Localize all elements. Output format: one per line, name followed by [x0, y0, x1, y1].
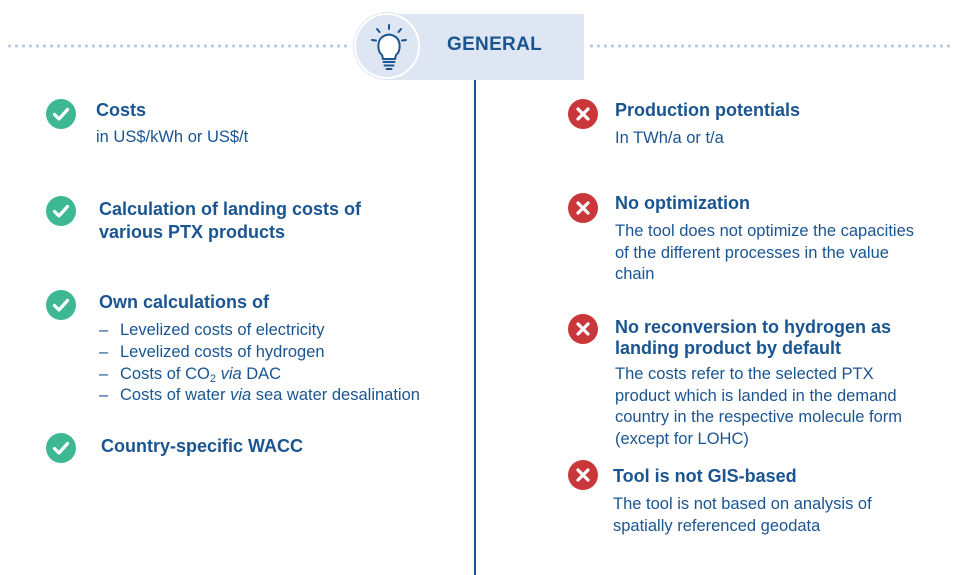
list-item: Costs of CO2 via DAC — [99, 364, 420, 386]
cross-icon — [568, 460, 598, 490]
list-item: Costs of water via sea water desalinatio… — [99, 385, 420, 407]
column-divider — [474, 80, 476, 575]
header-banner — [388, 14, 584, 80]
check-icon — [46, 99, 76, 129]
dotted-line-left — [6, 44, 351, 48]
production-body: In TWh/a or t/a — [615, 129, 724, 147]
check-icon — [46, 196, 76, 226]
reconversion-title: No reconversion to hydrogen as landing p… — [615, 317, 892, 358]
gis-body: The tool is not based on analysis of spa… — [613, 495, 872, 535]
header-title: GENERAL — [447, 34, 542, 55]
check-icon — [46, 433, 76, 463]
reconversion-body: The costs refer to the selected PTX prod… — [615, 365, 903, 448]
production-title: Production potentials — [615, 100, 801, 120]
costs-title: Costs — [96, 100, 147, 120]
optimization-title: No optimization — [615, 193, 750, 213]
cross-icon — [568, 193, 598, 223]
cross-icon — [568, 314, 598, 344]
optimization-body: The tool does not optimize the capacitie… — [615, 222, 915, 283]
wacc-title: Country-specific WACC — [101, 436, 304, 456]
header-icon-circle — [354, 13, 420, 79]
cross-icon — [568, 99, 598, 129]
list-item: Levelized costs of electricity — [99, 320, 420, 342]
lightbulb-icon — [371, 24, 407, 70]
list-item: Levelized costs of hydrogen — [99, 342, 420, 364]
gis-title: Tool is not GIS-based — [613, 466, 797, 486]
landing-costs-title: Calculation of landing costs of various … — [99, 199, 362, 242]
costs-body: in US$/kWh or US$/t — [96, 128, 249, 146]
own-calculations-list: Levelized costs of electricity Levelized… — [99, 320, 420, 407]
check-icon — [46, 290, 76, 320]
dotted-line-right — [588, 44, 950, 48]
own-calculations-title: Own calculations of — [99, 292, 270, 312]
